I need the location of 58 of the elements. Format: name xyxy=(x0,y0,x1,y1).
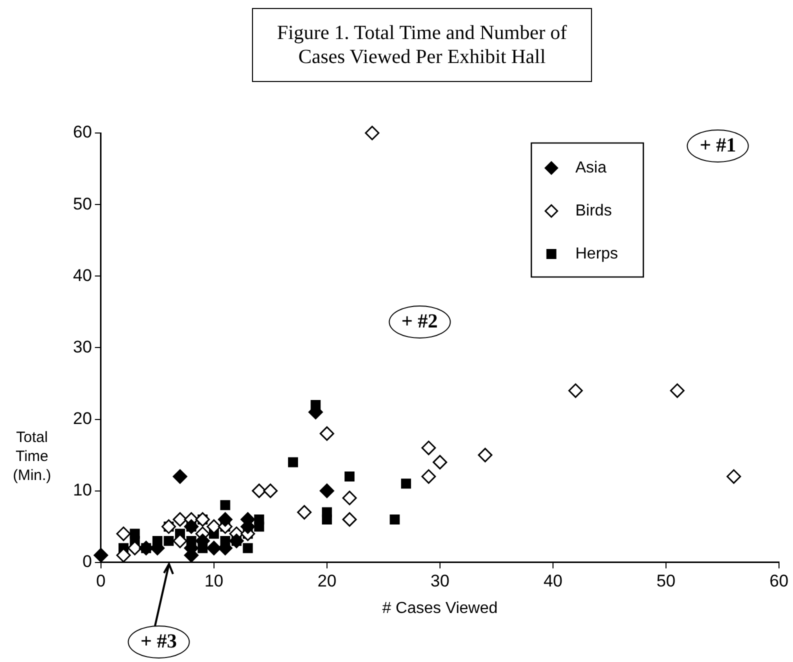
text: + #3 xyxy=(128,626,190,659)
point xyxy=(421,440,436,456)
x-tick-label: 20 xyxy=(317,571,336,590)
y-tick-label: 40 xyxy=(72,266,92,285)
x-axis-title: # Cases Viewed xyxy=(382,600,498,617)
annotation: + #1 xyxy=(686,129,750,162)
point xyxy=(297,505,312,520)
point xyxy=(421,469,436,484)
y-tick-label: 60 xyxy=(72,122,92,142)
annotation: + #2 xyxy=(388,305,451,338)
point xyxy=(342,512,357,527)
point xyxy=(172,512,188,527)
y-tick-label: 0 xyxy=(82,552,92,572)
point xyxy=(164,536,174,546)
y-axis-title: Total Time (Min.) xyxy=(12,428,52,485)
chart-title: Figure 1. Total Time and Number of Cases Viewed Per Exhibit Hall xyxy=(252,8,592,82)
point xyxy=(342,490,357,506)
point xyxy=(242,543,253,554)
point xyxy=(130,528,140,539)
x-tick-label: 30 xyxy=(430,571,450,590)
point xyxy=(726,469,742,484)
x-tick-label: 10 xyxy=(204,571,224,590)
point xyxy=(116,526,131,542)
y-tick-label: 20 xyxy=(72,408,92,428)
x-tick-label: 60 xyxy=(770,571,788,590)
point xyxy=(320,484,334,498)
point xyxy=(670,383,685,398)
point xyxy=(252,484,266,498)
point xyxy=(206,540,222,556)
y-tick-label: 10 xyxy=(72,480,92,500)
point xyxy=(364,126,380,140)
y-tick-label: 30 xyxy=(72,337,92,356)
point xyxy=(116,548,131,562)
x-tick-label: 50 xyxy=(656,571,676,590)
point xyxy=(401,478,412,489)
point xyxy=(94,548,108,562)
point xyxy=(254,522,264,532)
point xyxy=(161,519,176,534)
point xyxy=(478,448,492,462)
x-tick-label: 40 xyxy=(544,571,562,590)
point xyxy=(390,514,400,524)
point xyxy=(172,534,188,548)
point xyxy=(568,383,583,398)
legend-label: Birds xyxy=(575,202,612,220)
point xyxy=(288,457,298,468)
legend-label: Herps xyxy=(575,245,618,262)
point xyxy=(322,514,332,524)
legend-label: Asia xyxy=(575,159,607,176)
x-tick-label: 0 xyxy=(96,571,106,590)
point xyxy=(195,512,210,527)
y-tick-label: 50 xyxy=(72,194,92,214)
point xyxy=(344,472,355,482)
point xyxy=(172,469,188,484)
point xyxy=(263,484,278,498)
point xyxy=(432,454,448,470)
point xyxy=(218,512,232,527)
point xyxy=(220,500,230,510)
point xyxy=(320,426,334,441)
